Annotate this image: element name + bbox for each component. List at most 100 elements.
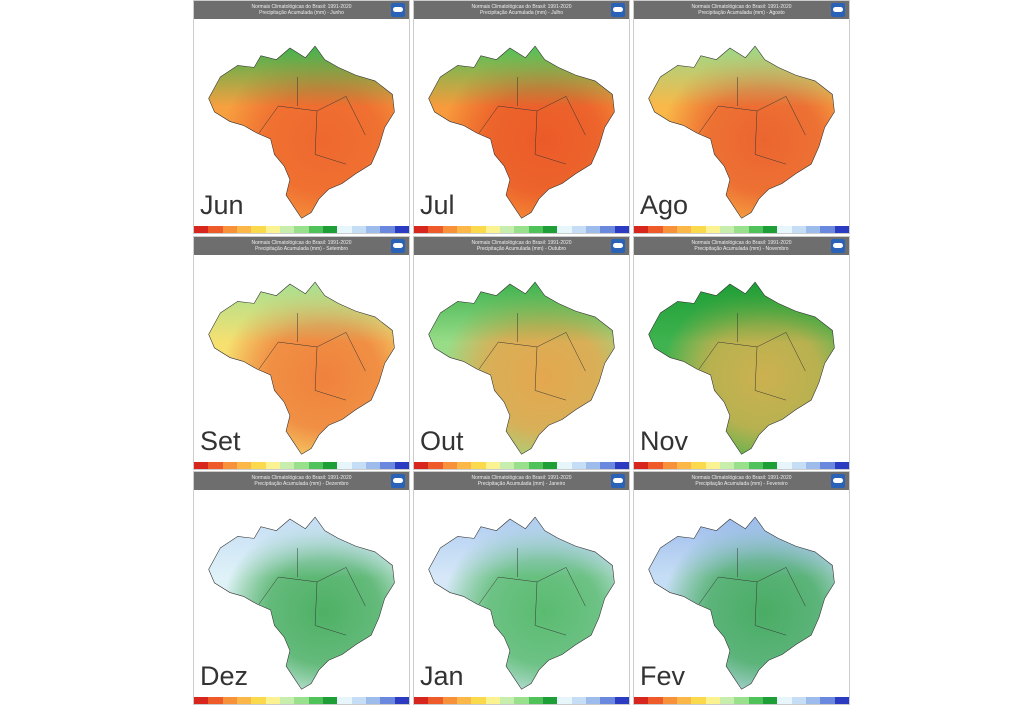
colorbar-segment	[442, 462, 457, 469]
colorbar-segment	[762, 226, 778, 233]
colorbar-segment	[485, 462, 500, 469]
colorbar-segment	[748, 226, 763, 233]
colorbar-segment	[734, 462, 749, 469]
colorbar-segment	[294, 697, 309, 704]
map-panel-fev: Normais Climatológicas do Brasil: 1991-2…	[633, 471, 850, 705]
colorbar-segment	[380, 226, 395, 233]
map-panel-set: Normais Climatológicas do Brasil: 1991-2…	[193, 236, 410, 470]
colorbar-segment	[777, 697, 792, 704]
colorbar-segment	[251, 697, 266, 704]
colorbar-segment	[194, 226, 209, 233]
month-label: Set	[200, 426, 241, 456]
colorbar-segment	[791, 462, 806, 469]
colorbar-segment	[662, 226, 677, 233]
month-label: Jan	[420, 661, 464, 691]
map-subtitle: Precipitação Acumulada (mm) - Fevereiro	[695, 481, 788, 487]
map-header: Normais Climatológicas do Brasil: 1991-2…	[634, 472, 849, 490]
colorbar-segment	[571, 697, 586, 704]
colorbar-segment	[514, 697, 529, 704]
map-title: Normais Climatológicas do Brasil: 1991-2…	[471, 475, 572, 481]
colorbar-segment	[456, 697, 472, 704]
state-borders	[698, 77, 806, 165]
map-subtitle: Precipitação Acumulada (mm) - Janeiro	[477, 481, 566, 487]
inmet-logo	[611, 474, 625, 488]
map-panel-jan: Normais Climatológicas do Brasil: 1991-2…	[413, 471, 630, 705]
colorbar-segment	[308, 226, 323, 233]
state-borders	[698, 313, 806, 401]
map-subtitle: Precipitação Acumulada (mm) - Outubro	[476, 246, 567, 252]
inmet-logo	[391, 239, 405, 253]
colorbar	[194, 226, 409, 233]
colorbar-segment	[499, 226, 515, 233]
colorbar-segment	[834, 462, 849, 469]
northern-band	[648, 46, 835, 219]
map-panel-ago: Normais Climatológicas do Brasil: 1991-2…	[633, 0, 850, 234]
colorbar-segment	[676, 462, 692, 469]
colorbar-segment	[734, 697, 749, 704]
colorbar-segment	[308, 462, 323, 469]
map-title: Normais Climatológicas do Brasil: 1991-2…	[691, 240, 792, 246]
precipitation-map	[208, 516, 395, 690]
map-title: Normais Climatológicas do Brasil: 1991-2…	[251, 240, 352, 246]
colorbar-segment	[265, 226, 280, 233]
colorbar-segment	[719, 226, 735, 233]
colorbar-segment	[557, 462, 572, 469]
colorbar-segment	[322, 462, 338, 469]
colorbar-segment	[691, 697, 706, 704]
colorbar-segment	[322, 697, 338, 704]
map-panel-out: Normais Climatológicas do Brasil: 1991-2…	[413, 236, 630, 470]
colorbar	[634, 697, 849, 704]
month-label: Dez	[200, 661, 249, 691]
colorbar-segment	[820, 226, 835, 233]
colorbar-segment	[499, 697, 515, 704]
map-title: Normais Climatológicas do Brasil: 1991-2…	[691, 475, 792, 481]
colorbar-segment	[351, 226, 366, 233]
colorbar-segment	[485, 697, 500, 704]
colorbar-segment	[805, 697, 821, 704]
northern-band	[428, 282, 615, 455]
colorbar-segment	[676, 697, 692, 704]
colorbar-segment	[471, 226, 486, 233]
colorbar-segment	[514, 226, 529, 233]
colorbar-segment	[208, 462, 223, 469]
map-title: Normais Climatológicas do Brasil: 1991-2…	[251, 475, 352, 481]
colorbar-segment	[485, 226, 500, 233]
colorbar-segment	[734, 226, 749, 233]
map-title: Normais Climatológicas do Brasil: 1991-2…	[471, 4, 572, 10]
colorbar-segment	[805, 226, 821, 233]
colorbar-segment	[791, 697, 806, 704]
colorbar-segment	[662, 697, 677, 704]
colorbar-segment	[719, 697, 735, 704]
colorbar-segment	[820, 697, 835, 704]
precipitation-map	[208, 281, 395, 455]
northern-band	[208, 46, 395, 219]
colorbar-segment	[585, 697, 601, 704]
colorbar-segment	[614, 462, 629, 469]
precipitation-map	[648, 516, 835, 690]
colorbar-segment	[705, 462, 720, 469]
map-subtitle: Precipitação Acumulada (mm) - Dezembro	[254, 481, 349, 487]
map-header: Normais Climatológicas do Brasil: 1991-2…	[194, 237, 409, 255]
state-borders	[698, 548, 806, 636]
colorbar-segment	[414, 462, 429, 469]
colorbar-segment	[442, 697, 457, 704]
colorbar-segment	[365, 697, 381, 704]
colorbar-segment	[805, 462, 821, 469]
colorbar-segment	[251, 462, 266, 469]
colorbar-segment	[691, 226, 706, 233]
colorbar-segment	[571, 226, 586, 233]
colorbar-segment	[571, 462, 586, 469]
colorbar-segment	[528, 462, 543, 469]
colorbar-segment	[236, 226, 252, 233]
map-subtitle: Precipitação Acumulada (mm) - Julho	[479, 10, 564, 16]
precipitation-map	[428, 45, 615, 219]
colorbar-segment	[337, 697, 352, 704]
colorbar-segment	[351, 697, 366, 704]
colorbar-segment	[634, 462, 649, 469]
colorbar-segment	[762, 462, 778, 469]
colorbar-segment	[308, 697, 323, 704]
precipitation-map	[648, 45, 835, 219]
colorbar-segment	[648, 462, 663, 469]
colorbar-segment	[614, 226, 629, 233]
colorbar-segment	[600, 462, 615, 469]
